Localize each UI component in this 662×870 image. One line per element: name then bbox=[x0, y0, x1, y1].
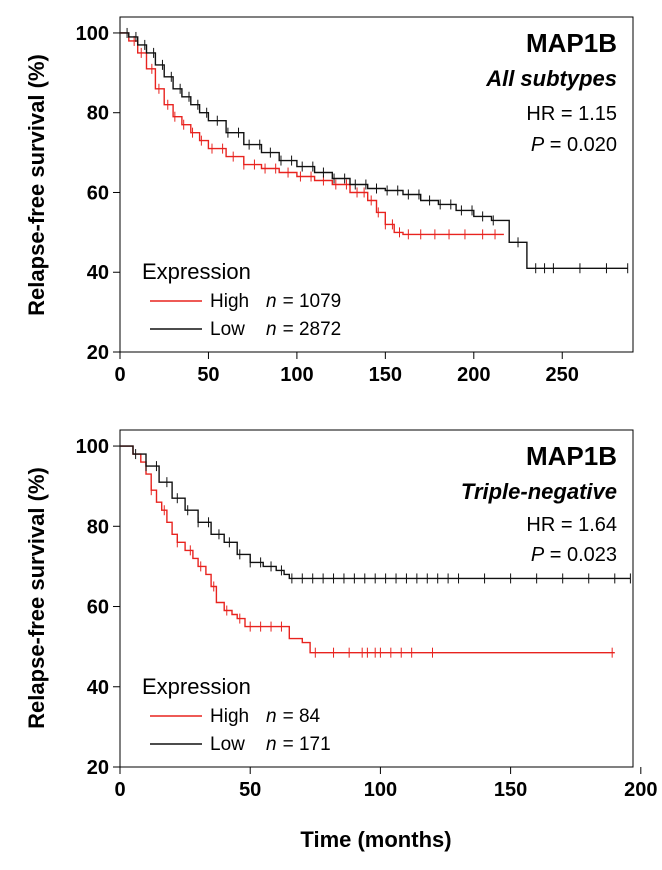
x-tick-label: 50 bbox=[197, 364, 219, 386]
x-tick-label: 0 bbox=[114, 779, 125, 801]
y-tick-label: 60 bbox=[87, 182, 109, 204]
plot-frame bbox=[119, 16, 634, 353]
y-tick-label: 100 bbox=[76, 23, 109, 45]
y-tick-label: 40 bbox=[87, 677, 109, 699]
legend-n-low: n = 2872 bbox=[266, 319, 341, 340]
legend: Expression High n = 1079 Low n = 2872 bbox=[142, 259, 341, 340]
km-curve-low bbox=[120, 445, 631, 580]
y-tick-label: 80 bbox=[87, 516, 109, 538]
p-value-text: = 0.023 bbox=[544, 544, 617, 566]
survival-curves bbox=[120, 445, 631, 658]
legend: Expression High n = 84 Low n = 171 bbox=[142, 674, 331, 755]
legend-n-high: n = 84 bbox=[266, 706, 321, 727]
p-symbol: P bbox=[531, 544, 545, 566]
p-value-text: = 0.020 bbox=[544, 134, 617, 156]
km-curve-high bbox=[120, 32, 504, 236]
x-tick-label: 100 bbox=[364, 779, 397, 801]
y-axis-label: Relapse-free survival (%) bbox=[24, 54, 49, 316]
legend-n-low: n = 171 bbox=[266, 734, 331, 755]
y-tick-label: 100 bbox=[76, 436, 109, 458]
x-axis-label: Time (months) bbox=[300, 827, 451, 852]
legend-label-high: High bbox=[210, 291, 249, 312]
y-axis-label: Relapse-free survival (%) bbox=[24, 467, 49, 729]
legend-label-low: Low bbox=[210, 319, 245, 340]
plot-frame bbox=[119, 429, 634, 768]
x-tick-label: 0 bbox=[114, 364, 125, 386]
km-panel-all-subtypes: 0 50 100 150 200 250 20 40 60 80 100 Relapse-free… bbox=[24, 16, 634, 386]
y-tick-label: 80 bbox=[87, 103, 109, 125]
x-tick-label: 150 bbox=[494, 779, 527, 801]
y-tick-label: 20 bbox=[87, 757, 109, 779]
km-curve-low bbox=[120, 32, 628, 269]
x-tick-label: 250 bbox=[546, 364, 579, 386]
p-value: P = 0.020 bbox=[531, 134, 617, 156]
x-axis: 0 50 100 150 200 250 bbox=[114, 352, 579, 386]
y-tick-label: 60 bbox=[87, 597, 109, 619]
y-axis: 20 40 60 80 100 bbox=[76, 436, 120, 779]
hazard-ratio: HR = 1.15 bbox=[526, 103, 617, 125]
subtype-label: All subtypes bbox=[485, 66, 617, 91]
gene-label: MAP1B bbox=[526, 441, 617, 471]
x-tick-label: 200 bbox=[624, 779, 657, 801]
legend-n-high: n = 1079 bbox=[266, 291, 341, 312]
subtype-label: Triple-negative bbox=[461, 479, 617, 504]
x-tick-label: 100 bbox=[280, 364, 313, 386]
x-tick-label: 150 bbox=[369, 364, 402, 386]
y-tick-label: 40 bbox=[87, 262, 109, 284]
x-axis: 0 50 100 150 200 bbox=[114, 767, 657, 801]
survival-curves bbox=[120, 27, 629, 274]
y-tick-label: 20 bbox=[87, 342, 109, 364]
y-axis: 20 40 60 80 100 bbox=[76, 23, 120, 364]
gene-label: MAP1B bbox=[526, 28, 617, 58]
p-value: P = 0.023 bbox=[531, 544, 617, 566]
km-panel-triple-negative: 0 50 100 150 200 20 40 60 80 100 Relapse-free su… bbox=[24, 429, 657, 801]
legend-label-high: High bbox=[210, 706, 249, 727]
x-tick-label: 50 bbox=[239, 779, 261, 801]
p-symbol: P bbox=[531, 134, 545, 156]
legend-label-low: Low bbox=[210, 734, 245, 755]
legend-title: Expression bbox=[142, 259, 251, 284]
x-tick-label: 200 bbox=[457, 364, 490, 386]
km-curve-high bbox=[120, 445, 615, 654]
hazard-ratio: HR = 1.64 bbox=[526, 514, 617, 536]
legend-title: Expression bbox=[142, 674, 251, 699]
